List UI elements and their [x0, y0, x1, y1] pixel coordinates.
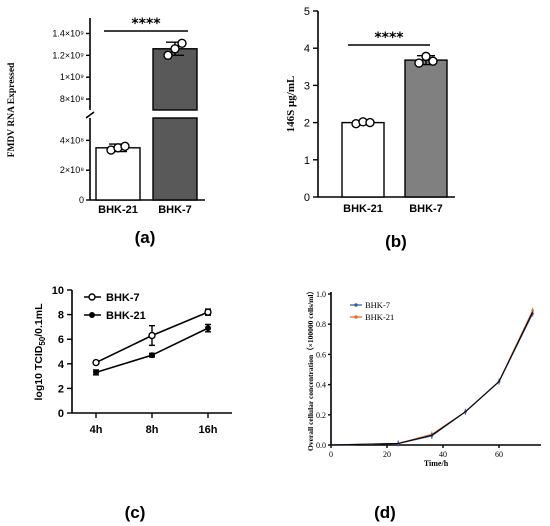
bar [152, 48, 198, 111]
y-tick-label: 0.4 [316, 381, 326, 390]
data-point [421, 51, 431, 62]
data-point [163, 50, 173, 61]
series-line [330, 311, 534, 446]
x-tick-label: 8h [146, 424, 159, 436]
y-tick-label: 0 [304, 192, 310, 204]
data-point [365, 117, 375, 128]
data-point [120, 141, 130, 152]
legend-marker [88, 293, 96, 301]
legend-label: BHK-21 [106, 310, 146, 322]
panel-label: (b) [385, 232, 407, 251]
y-tick-label: 8×10⁸ [60, 94, 84, 104]
legend-marker [354, 315, 358, 319]
data-point [170, 44, 180, 54]
bar [404, 59, 448, 198]
data-point [531, 309, 534, 312]
x-tick-label: 60 [495, 450, 503, 459]
y-axis-label: FMDV RNA Expressed [7, 62, 17, 157]
axis-break-mark [85, 111, 95, 119]
significance-label: **** [374, 30, 404, 46]
y-tick-label: 4 [58, 359, 65, 371]
y-tick-label: 3 [304, 80, 310, 92]
y-tick-label: 1.0 [316, 290, 326, 299]
legend-marker [354, 303, 358, 307]
y-tick-label: 10 [52, 285, 64, 297]
data-point [205, 325, 211, 332]
x-tick-label: 0 [329, 450, 333, 459]
x-tick-label: 4h [90, 424, 103, 436]
y-tick-label: 0 [79, 195, 84, 205]
y-tick-label: 0.8 [316, 320, 326, 329]
x-tick-label: BHK-7 [158, 204, 192, 216]
x-tick-label: BHK-7 [409, 203, 443, 215]
bar [341, 121, 385, 198]
data-point [428, 56, 438, 66]
bar [95, 147, 141, 201]
data-point [148, 331, 156, 340]
x-tick-label: 40 [439, 450, 447, 459]
y-tick-label: 6 [58, 334, 64, 346]
series-line [330, 313, 534, 446]
x-tick-label: 16h [199, 424, 218, 436]
y-tick-label: 1 [304, 155, 310, 167]
y-tick-label: 2×10⁸ [60, 165, 84, 175]
data-point [92, 358, 100, 367]
y-axis-label: Overall cellular concentration（×100000 c… [305, 287, 315, 451]
y-tick-label: 0.6 [316, 350, 326, 359]
y-tick-label: 5 [304, 6, 310, 18]
y-tick-label: 4 [304, 43, 310, 55]
y-tick-label: 1.4×10⁹ [52, 28, 84, 38]
y-tick-label: 8 [58, 310, 64, 322]
panel-label: (c) [125, 503, 146, 522]
y-tick-label: 2 [58, 383, 64, 395]
y-axis-label: 146S μg/mL [285, 76, 297, 133]
y-tick-label: 0.2 [316, 411, 326, 420]
data-point [177, 38, 187, 49]
data-point [414, 58, 424, 68]
significance-label: **** [131, 16, 161, 32]
data-point [149, 352, 155, 359]
x-tick-label: 20 [383, 450, 391, 459]
x-tick-label: BHK-21 [343, 203, 383, 215]
y-tick-label: 4×10⁸ [60, 135, 84, 145]
panel-label: (a) [135, 228, 156, 247]
data-point [93, 369, 99, 376]
y-tick-label: 0.0 [316, 441, 326, 450]
legend-marker [89, 312, 95, 318]
x-tick-label: BHK-21 [98, 204, 138, 216]
y-tick-label: 0 [58, 408, 64, 420]
bar [152, 117, 198, 201]
y-tick-label: 1×10⁹ [60, 72, 84, 82]
legend-label: BHK-7 [106, 292, 140, 304]
series-line [330, 310, 534, 446]
legend-label: BHK-21 [365, 312, 394, 322]
data-point [204, 308, 212, 316]
y-axis-label: log10 TCID50/0.1mL [33, 303, 47, 401]
legend-label: BHK-7 [365, 300, 390, 310]
panel-label: (d) [374, 503, 396, 522]
y-tick-label: 2 [304, 118, 310, 130]
x-axis-label: Time/h [424, 459, 449, 468]
y-tick-label: 1.2×10⁹ [52, 50, 84, 60]
